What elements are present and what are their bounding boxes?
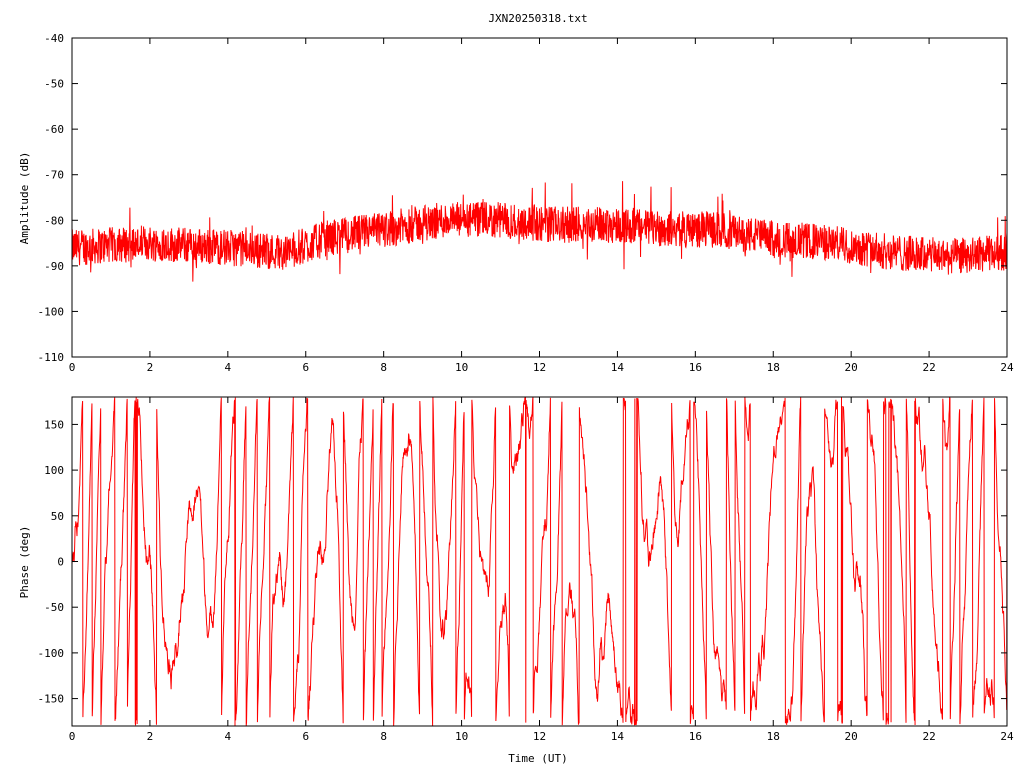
x-tick-label: 8 bbox=[380, 361, 387, 374]
amplitude-plot: 0 2 4 6 8 10 12 14 16 18 20 22 24-40-50-60-70-80-90-… bbox=[18, 32, 1014, 374]
y-tick-label: -40 bbox=[44, 32, 64, 45]
x-tick-label: 10 bbox=[455, 730, 468, 743]
y-tick-label: -90 bbox=[44, 260, 64, 273]
amplitude-series bbox=[72, 181, 1007, 282]
x-tick-label: 20 bbox=[845, 361, 858, 374]
x-tick-label: 4 bbox=[225, 361, 232, 374]
y-tick-label: -150 bbox=[38, 693, 65, 706]
y-tick-label: 0 bbox=[57, 556, 64, 569]
y-tick-label: -60 bbox=[44, 123, 64, 136]
phase-plot: 0 2 4 6 8 10 12 14 16 18 20 22 24150100500-50-100-15… bbox=[18, 396, 1014, 765]
x-tick-label: 12 bbox=[533, 730, 546, 743]
amplitude-line bbox=[72, 181, 1007, 282]
x-tick-label: 16 bbox=[689, 361, 702, 374]
x-tick-label: 6 bbox=[302, 361, 309, 374]
x-tick-label: 2 bbox=[147, 730, 154, 743]
phase-ylabel: Phase (deg) bbox=[18, 526, 31, 599]
y-tick-label: -100 bbox=[38, 305, 65, 318]
chart-title: JXN20250318.txt bbox=[488, 12, 587, 25]
y-tick-label: -50 bbox=[44, 78, 64, 91]
x-tick-label: 22 bbox=[922, 361, 935, 374]
x-tick-label: 6 bbox=[302, 730, 309, 743]
y-tick-label: 50 bbox=[51, 510, 64, 523]
x-tick-label: 10 bbox=[455, 361, 468, 374]
y-tick-label: -70 bbox=[44, 169, 64, 182]
x-tick-label: 22 bbox=[922, 730, 935, 743]
x-tick-label: 0 bbox=[69, 730, 76, 743]
x-tick-label: 18 bbox=[767, 730, 780, 743]
y-tick-label: -100 bbox=[38, 647, 65, 660]
phase-series bbox=[72, 397, 1007, 726]
amplitude-plot-frame bbox=[71, 37, 1008, 358]
amplitude-ylabel: Amplitude (dB) bbox=[18, 152, 31, 245]
x-tick-label: 8 bbox=[380, 730, 387, 743]
x-tick-label: 14 bbox=[611, 361, 625, 374]
x-tick-label: 2 bbox=[147, 361, 154, 374]
y-tick-label: 150 bbox=[44, 418, 64, 431]
y-tick-label: -80 bbox=[44, 214, 64, 227]
y-tick-label: -50 bbox=[44, 601, 64, 614]
y-tick-label: 100 bbox=[44, 464, 64, 477]
phase-xlabel: Time (UT) bbox=[508, 752, 568, 765]
x-tick-label: 24 bbox=[1000, 730, 1014, 743]
x-tick-label: 12 bbox=[533, 361, 546, 374]
phase-line bbox=[72, 397, 1007, 726]
x-tick-label: 20 bbox=[845, 730, 858, 743]
x-tick-label: 0 bbox=[69, 361, 76, 374]
x-tick-label: 14 bbox=[611, 730, 625, 743]
amplitude-axes: 0 2 4 6 8 10 12 14 16 18 20 22 24-40-50-60-70-80-90-… bbox=[38, 32, 1014, 374]
x-tick-label: 16 bbox=[689, 730, 702, 743]
x-tick-label: 18 bbox=[767, 361, 780, 374]
phase-axes: 0 2 4 6 8 10 12 14 16 18 20 22 24150100500-50-100-15… bbox=[38, 397, 1014, 743]
y-tick-label: -110 bbox=[38, 351, 65, 364]
x-tick-label: 24 bbox=[1000, 361, 1014, 374]
x-tick-label: 4 bbox=[225, 730, 232, 743]
